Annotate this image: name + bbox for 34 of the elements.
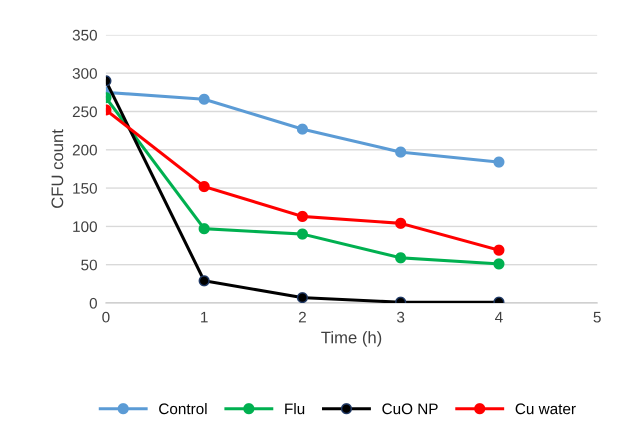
- point: [198, 94, 210, 105]
- point: [198, 275, 210, 286]
- legend-label: Flu: [285, 403, 304, 414]
- point: [493, 258, 504, 270]
- x-tick-label: 4: [495, 312, 503, 322]
- y-tick-label: 200: [72, 144, 97, 156]
- y-tick-label: 100: [73, 221, 97, 232]
- y-tick-label: 300: [72, 68, 97, 79]
- point: [395, 146, 406, 158]
- point: [296, 228, 308, 240]
- point: [296, 124, 308, 135]
- x-tick-label: 0: [102, 312, 110, 323]
- legend-label: CuO NP: [382, 403, 438, 414]
- y-tick-label: 0: [90, 298, 97, 309]
- legend-label: Cu water: [516, 403, 576, 414]
- y-tick-label: 50: [81, 260, 97, 270]
- point: [198, 223, 210, 234]
- x-tick-label: 2: [298, 312, 306, 322]
- y-tick-label: 250: [72, 106, 97, 118]
- x-axis-title: Time (h): [321, 331, 382, 347]
- point: [296, 292, 308, 303]
- y-axis-title: CFU count: [51, 129, 64, 208]
- x-tick-label: 3: [397, 312, 404, 323]
- x-tick-label: 5: [594, 312, 601, 323]
- point: [198, 181, 210, 192]
- y-tick-label: 150: [73, 182, 97, 194]
- point: [493, 244, 504, 256]
- point: [395, 252, 406, 264]
- point: [296, 210, 308, 222]
- point: [395, 218, 406, 229]
- point: [493, 156, 504, 168]
- y-tick-label: 350: [72, 30, 97, 41]
- legend-label: Control: [159, 403, 207, 414]
- x-tick-label: 1: [201, 312, 208, 322]
